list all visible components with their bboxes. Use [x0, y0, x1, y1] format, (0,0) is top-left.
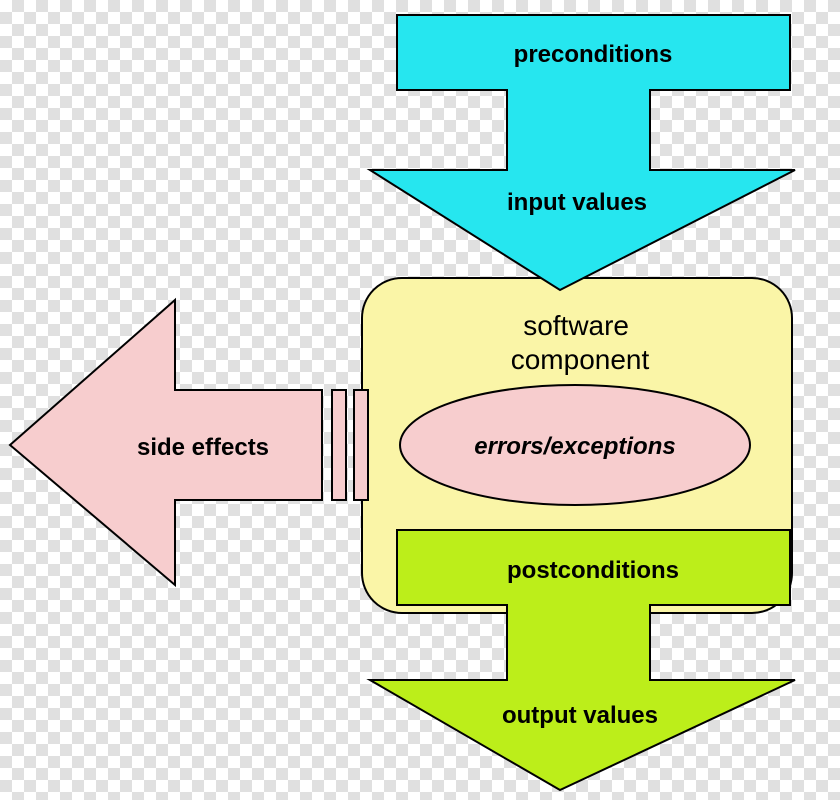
- preconditions-label: preconditions: [514, 41, 673, 68]
- connector-bar-1: [332, 390, 346, 500]
- diagram-canvas: preconditions input values postcondition…: [0, 0, 840, 800]
- output-values-label: output values: [502, 702, 658, 729]
- connector-bar-2: [354, 390, 368, 500]
- postconditions-label: postconditions: [507, 557, 679, 584]
- input-values-label: input values: [507, 189, 647, 216]
- diagram-svg: preconditions input values postcondition…: [0, 0, 840, 800]
- side-effects-label: side effects: [137, 434, 269, 461]
- errors-label: errors/exceptions: [474, 433, 675, 460]
